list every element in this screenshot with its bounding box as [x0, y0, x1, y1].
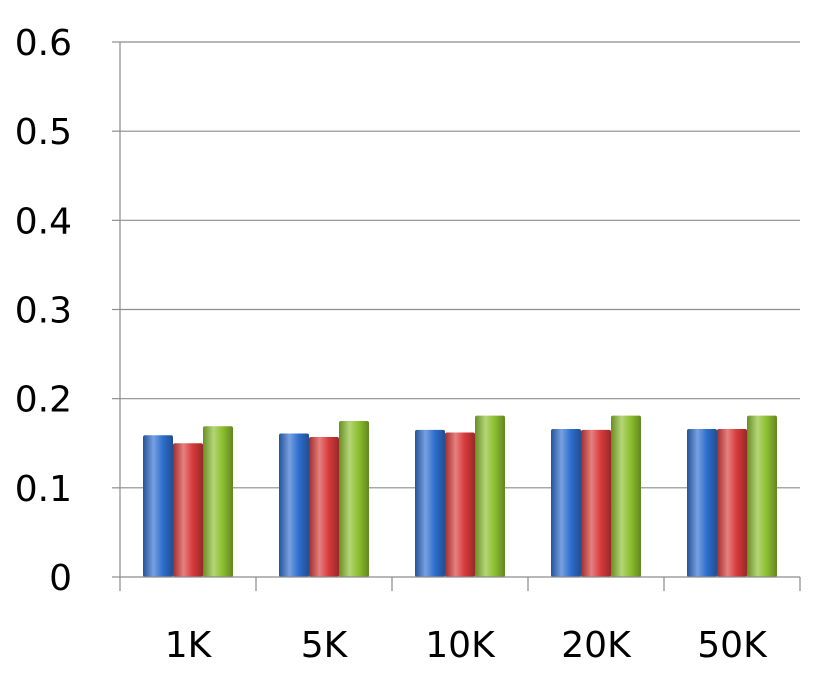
y-tick-label: 0.6	[15, 23, 72, 64]
bar-1K-series-1	[143, 435, 173, 577]
bar-5K-series-2	[309, 437, 339, 577]
x-tick-label: 50K	[697, 625, 768, 666]
bar-20K-series-3	[611, 415, 641, 577]
bar-5K-series-3	[339, 420, 369, 577]
bar-50K-series-3	[747, 415, 777, 577]
bars	[143, 415, 777, 577]
bar-20K-series-1	[551, 428, 581, 577]
x-tick-label: 5K	[301, 625, 349, 666]
x-tick-label: 1K	[165, 625, 213, 666]
bar-10K-series-2	[445, 432, 475, 577]
y-tick-label: 0.4	[15, 201, 72, 242]
y-tick-label: 0.5	[15, 112, 72, 153]
x-tick-label: 20K	[561, 625, 632, 666]
bar-1K-series-3	[203, 426, 233, 577]
y-tick-label: 0	[49, 558, 72, 599]
y-tick-label: 0.1	[15, 469, 72, 510]
y-tick-label: 0.3	[15, 291, 72, 332]
y-tick-label: 0.2	[15, 380, 72, 421]
bar-20K-series-2	[581, 429, 611, 577]
bar-50K-series-2	[717, 428, 747, 577]
bar-5K-series-1	[279, 433, 309, 577]
bar-50K-series-1	[687, 428, 717, 577]
tick-labels: 0 0.1 0.2 0.3 0.4 0.5 0.6 1K 5K 10K 20K 50K	[15, 23, 768, 666]
axes	[112, 41, 801, 591]
bar-10K-series-3	[475, 415, 505, 577]
x-tick-label: 10K	[425, 625, 496, 666]
gridlines	[120, 41, 800, 489]
bar-1K-series-2	[173, 443, 203, 577]
bar-10K-series-1	[415, 429, 445, 577]
